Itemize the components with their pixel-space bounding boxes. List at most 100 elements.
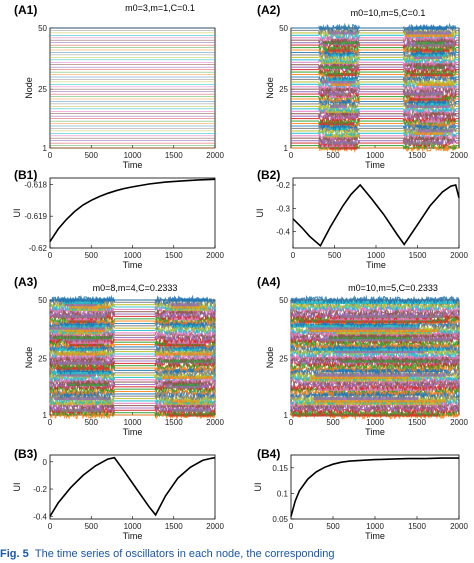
activity-block	[55, 347, 102, 351]
x-tick-label: 0	[289, 418, 294, 427]
activity-block	[330, 38, 349, 42]
chart-title-a2: m0=10,m=5,C=0.1	[350, 8, 426, 18]
x-tick-label: 2000	[450, 251, 468, 260]
activity-block	[162, 310, 198, 314]
node-trace	[49, 402, 216, 414]
x-axis-label: Time	[365, 160, 385, 170]
x-tick-label: 1000	[124, 251, 142, 260]
activity-block	[155, 352, 213, 356]
raster-traces	[290, 294, 460, 421]
y-tick-label: -0.2	[276, 181, 290, 190]
y-tick-label: -0.619	[24, 212, 47, 221]
x-tick-label: 0	[48, 522, 53, 531]
x-tick-label: 1000	[367, 251, 385, 260]
node-trace	[290, 303, 460, 315]
activity-block	[68, 382, 109, 387]
activity-block	[319, 121, 355, 126]
y-tick-label: 1	[284, 144, 289, 153]
activity-block	[160, 359, 213, 363]
x-tick-label: 2000	[206, 522, 224, 531]
x-axis-label: Time	[365, 427, 385, 437]
activity-block	[319, 338, 451, 342]
x-tick-label: 1500	[408, 522, 426, 531]
panel-label-a3: (A3)	[14, 275, 38, 289]
activity-block	[162, 375, 213, 380]
y-axis-label: Node	[265, 77, 275, 99]
chart-b2: 0 500 1000 1500 2000 -0.4 -0.3 -0.2 Time UI	[255, 177, 468, 270]
panel-label-b2: (B2)	[257, 168, 281, 182]
x-axis-label: Time	[123, 427, 143, 437]
activity-block	[172, 382, 199, 387]
chart-a2: 0 500 1000 1500 2000 1 25 50 Time Node	[265, 22, 468, 170]
y-tick-label: 50	[38, 296, 47, 305]
activity-block	[326, 48, 351, 52]
activity-block	[409, 124, 446, 128]
activity-block	[52, 335, 113, 340]
x-tick-label: 500	[328, 251, 342, 260]
x-tick-label: 2000	[206, 418, 224, 427]
activity-block	[170, 399, 200, 403]
x-tick-label: 500	[85, 251, 99, 260]
figure-caption: Fig. 5 The time series of oscillators in…	[0, 548, 474, 563]
x-tick-label: 1000	[124, 151, 142, 160]
activity-block	[319, 124, 357, 128]
plot-frame	[290, 454, 460, 520]
x-tick-label: 1500	[165, 418, 183, 427]
activity-block	[329, 146, 358, 150]
activity-block	[315, 321, 410, 326]
y-axis-label: Node	[24, 77, 34, 99]
x-tick-label: 1000	[366, 522, 384, 531]
activity-block	[61, 324, 106, 328]
node-trace	[290, 407, 460, 418]
activity-block	[324, 345, 426, 349]
activity-block	[417, 82, 454, 86]
y-tick-label: -0.3	[276, 204, 290, 213]
activity-block	[416, 38, 453, 42]
x-tick-label: 1000	[124, 418, 142, 427]
y-axis-label: UI	[12, 483, 22, 492]
activity-block	[409, 97, 449, 101]
ui-series-line	[290, 457, 459, 517]
y-tick-label: 50	[279, 296, 288, 305]
node-trace	[291, 76, 459, 88]
activity-block	[330, 82, 351, 86]
activity-block	[413, 55, 443, 59]
plot-frame	[49, 177, 216, 249]
y-axis-label: Node	[265, 347, 275, 369]
activity-block	[69, 305, 111, 309]
y-axis-label: UI	[12, 209, 22, 218]
x-tick-label: 2000	[450, 151, 468, 160]
activity-block	[329, 104, 347, 108]
node-trace	[291, 45, 459, 56]
activity-block	[51, 371, 112, 375]
y-tick-label: 25	[279, 85, 288, 94]
activity-block	[416, 112, 450, 116]
activity-block	[63, 321, 112, 326]
activity-block	[322, 50, 357, 55]
node-trace	[49, 371, 216, 383]
chart-a1: 0 500 1000 1500 2000 1 25 50 Time Node	[24, 24, 224, 170]
activity-block	[62, 300, 104, 304]
activity-block	[310, 375, 409, 380]
panel-label-b1: (B1)	[14, 168, 38, 182]
panel-label-a2: (A2)	[257, 3, 281, 17]
activity-block	[414, 26, 448, 30]
node-trace	[49, 386, 216, 397]
activity-block	[340, 359, 442, 363]
activity-block	[321, 80, 356, 84]
y-tick-label: 0.15	[272, 464, 288, 473]
activity-block	[404, 92, 445, 96]
node-trace	[291, 49, 459, 61]
activity-block	[318, 87, 356, 91]
x-tick-label: 500	[326, 151, 340, 160]
x-tick-label: 1000	[366, 418, 384, 427]
y-tick-label: 1	[43, 411, 48, 420]
panel-label-b3: (B3)	[14, 447, 38, 461]
activity-block	[57, 298, 112, 302]
activity-block	[64, 303, 97, 307]
y-tick-label: 25	[38, 85, 47, 94]
x-tick-label: 500	[85, 522, 99, 531]
node-trace	[49, 404, 216, 416]
x-tick-label: 500	[85, 151, 99, 160]
node-trace	[49, 351, 216, 362]
